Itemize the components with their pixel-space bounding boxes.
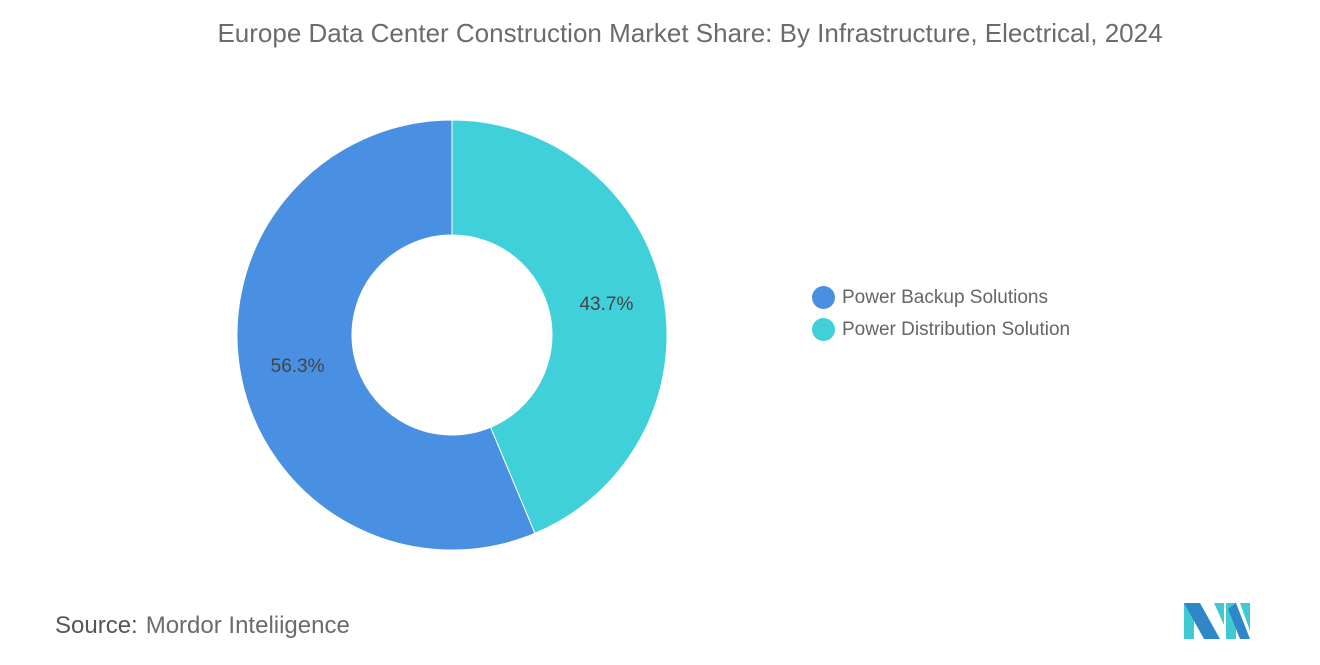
donut-slice-0[interactable] <box>236 119 536 551</box>
chart-title: Europe Data Center Construction Market S… <box>217 18 1163 48</box>
legend-label: Power Distribution Solution <box>842 318 1071 340</box>
source-label: Source: <box>55 612 138 639</box>
source-note: Source: Mordor Inteliigence <box>55 612 350 640</box>
source-text: Mordor Inteliigence <box>145 612 350 639</box>
legend-item-power-backup[interactable]: Power Backup Solutions <box>812 286 1048 309</box>
legend-marker-icon <box>812 286 835 309</box>
legend-label: Power Backup Solutions <box>842 286 1048 308</box>
legend-item-power-distribution[interactable]: Power Distribution Solution <box>812 318 1070 341</box>
data-label-1: 43.7% <box>579 294 633 315</box>
data-label-0: 56.3% <box>271 356 325 377</box>
legend-marker-icon <box>812 318 835 341</box>
mordor-logo <box>1184 603 1250 639</box>
donut-slice-1[interactable] <box>451 119 668 535</box>
